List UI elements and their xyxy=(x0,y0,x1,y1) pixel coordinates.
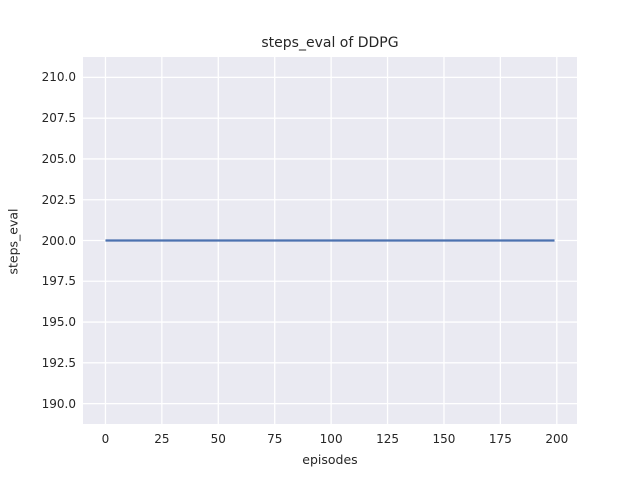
y-tick-label: 195.0 xyxy=(41,315,76,330)
x-tick-label: 150 xyxy=(432,432,456,446)
y-tick-label: 192.5 xyxy=(41,355,76,370)
x-tick-label: 50 xyxy=(210,432,226,446)
chart-title: steps_eval of DDPG xyxy=(261,35,399,51)
x-tick-label: 125 xyxy=(376,432,399,446)
x-tick-label: 100 xyxy=(319,432,343,446)
y-tick-label: 210.0 xyxy=(41,70,76,85)
x-tick-label: 0 xyxy=(101,432,110,446)
y-tick-label: 200.0 xyxy=(41,233,76,248)
plot-canvas xyxy=(83,57,577,424)
y-tick-label: 205.0 xyxy=(41,151,76,166)
x-axis-label: episodes xyxy=(302,452,358,467)
y-tick-label: 190.0 xyxy=(41,396,76,411)
x-tick-label: 25 xyxy=(154,432,170,446)
y-tick-label: 207.5 xyxy=(41,111,76,126)
x-tick-label: 75 xyxy=(267,432,283,446)
x-tick-label: 200 xyxy=(545,432,569,446)
y-tick-label: 202.5 xyxy=(41,192,76,207)
x-tick-label: 175 xyxy=(488,432,512,446)
plot-area xyxy=(83,57,577,424)
y-tick-label: 197.5 xyxy=(41,274,76,289)
